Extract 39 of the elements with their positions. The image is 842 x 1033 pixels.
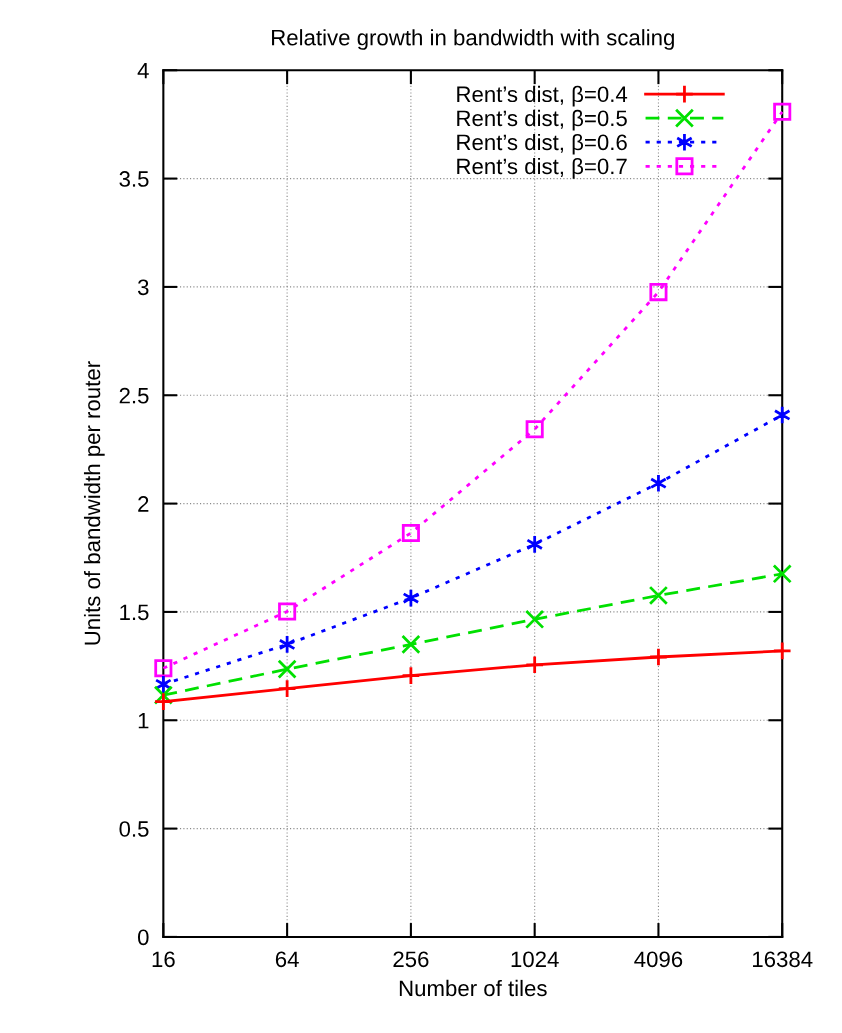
chart-title: Relative growth in bandwidth with scaling xyxy=(272,29,674,50)
y-tick-label: 1 xyxy=(138,713,149,729)
point xyxy=(278,602,297,621)
y-tick-label: 0.5 xyxy=(119,821,149,837)
legend-label: Rent’s dist, β=0.5 xyxy=(457,109,627,131)
x-tick-label: 16384 xyxy=(753,951,813,968)
x-axis-title: Number of tiles xyxy=(399,979,547,997)
y-tick-label: 4 xyxy=(137,63,149,79)
point xyxy=(277,678,297,699)
legend-label: Rent’s dist, β=0.6 xyxy=(457,133,627,155)
point xyxy=(401,634,421,655)
point xyxy=(153,691,174,712)
y-tick-label: 1.5 xyxy=(120,604,149,621)
y-tick-label: 0 xyxy=(137,929,149,946)
point xyxy=(648,585,669,606)
point xyxy=(524,609,545,630)
y-tick-label: 2.5 xyxy=(119,387,149,404)
y-tick-label: 3 xyxy=(137,279,149,296)
point xyxy=(772,564,792,584)
x-tick-label: 16 xyxy=(152,951,175,968)
point xyxy=(277,659,297,679)
point xyxy=(772,641,792,661)
point xyxy=(525,420,544,439)
point xyxy=(154,659,173,678)
point xyxy=(401,524,420,543)
point xyxy=(524,655,545,675)
x-tick-label: 64 xyxy=(275,951,299,968)
x-tick-label: 256 xyxy=(393,951,429,968)
point xyxy=(648,647,669,667)
legend-label: Rent’s dist, β=0.4 xyxy=(457,85,628,107)
x-tick-label: 1024 xyxy=(511,951,559,968)
y-tick-label: 3.5 xyxy=(119,171,149,187)
legend-label: Rent’s dist, β=0.7 xyxy=(457,157,627,179)
x-tick-label: 4096 xyxy=(634,951,683,968)
point xyxy=(401,665,421,686)
point xyxy=(773,102,792,121)
point xyxy=(649,283,668,302)
y-tick-label: 2 xyxy=(138,496,149,512)
y-axis-title: Units of bandwidth per router xyxy=(83,361,105,645)
